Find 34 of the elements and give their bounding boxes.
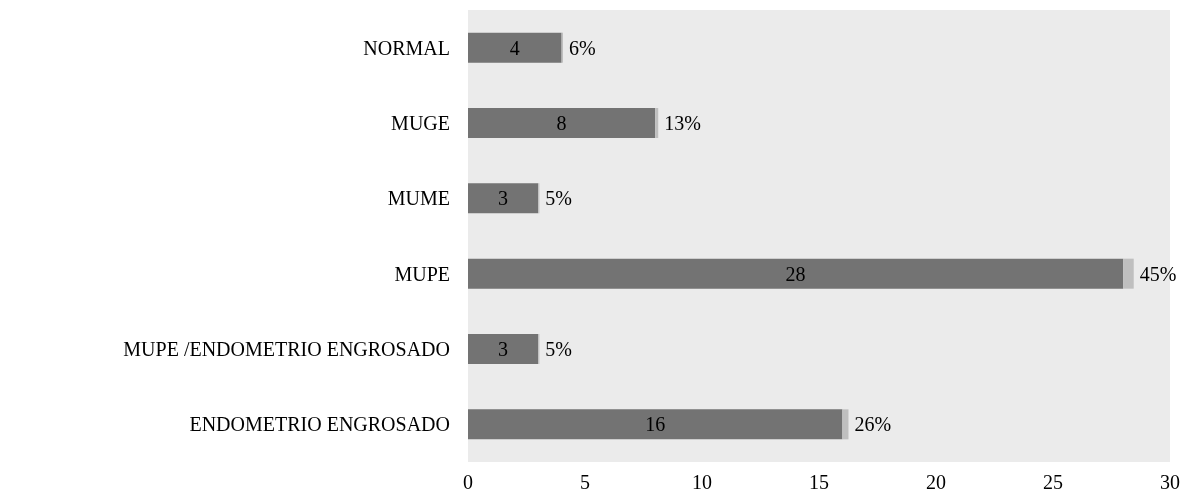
x-tick-label: 25 [1043, 471, 1063, 493]
y-tick-label: MUME [387, 187, 450, 210]
x-tick-label: 30 [1160, 471, 1180, 493]
data-label: 5% [545, 338, 573, 360]
data-label: 13% [664, 112, 701, 134]
bar [468, 258, 1124, 289]
bar [468, 409, 843, 440]
y-tick-label: MUPE /ENDOMETRIO ENGROSADO [123, 338, 450, 360]
data-label: 8 [556, 112, 567, 134]
y-tick-label: NORMAL [363, 36, 450, 59]
y-tick-label: MUGE [391, 112, 450, 134]
data-label: 45% [1139, 262, 1177, 285]
bar [468, 32, 562, 63]
data-label: 6% [569, 36, 596, 59]
bar [468, 183, 539, 214]
data-label: 4 [509, 36, 520, 59]
x-tick-label: 10 [692, 471, 712, 493]
bar [468, 334, 539, 364]
x-tick-label: 20 [926, 471, 946, 493]
bar [468, 108, 656, 138]
data-label: 26% [854, 413, 892, 436]
bar [655, 108, 659, 138]
x-tick-label: 0 [463, 471, 473, 493]
data-label: 3 [498, 187, 509, 210]
x-tick-label: 5 [580, 471, 590, 493]
y-tick-label: MUPE [394, 262, 450, 285]
y-tick-label: ENDOMETRIO ENGROSADO [189, 413, 450, 436]
data-label: 5% [545, 187, 573, 210]
bar [842, 409, 849, 440]
x-tick-label: 15 [809, 471, 829, 493]
bar [1123, 258, 1134, 289]
data-label: 16 [645, 413, 666, 436]
data-label: 28 [785, 262, 806, 285]
data-label: 3 [498, 338, 509, 360]
